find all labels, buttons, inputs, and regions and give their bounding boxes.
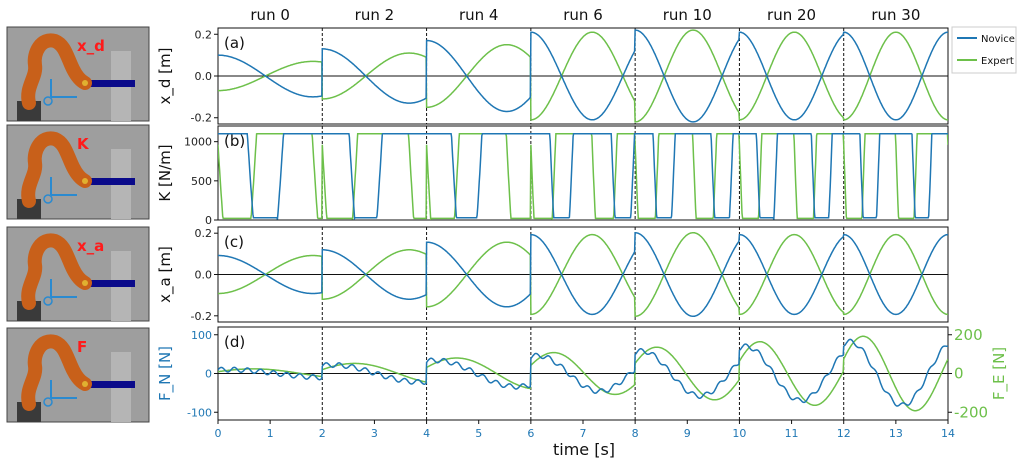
x-tick-label: 13	[889, 427, 903, 440]
x-axis: 0 1 2 3 4 5 6 7 8 9 10 11 12 13 14	[215, 420, 955, 440]
run-label: run 4	[459, 6, 499, 24]
panel-tag: (b)	[224, 132, 245, 150]
x-tick-label: 11	[785, 427, 799, 440]
x-tick-label: 9	[684, 427, 691, 440]
panel-2: (c) 0.2 0.0 -0.2 x_a [m]	[156, 226, 949, 323]
y-tick-label: 0.0	[195, 70, 213, 83]
panel-tag: (a)	[224, 34, 245, 52]
thumbnail-label: x_a	[77, 237, 104, 255]
x-tick-label: 5	[475, 427, 482, 440]
x-tick-label: 2	[319, 427, 326, 440]
y-axis-label: x_d [m]	[156, 48, 175, 105]
robot-arm	[21, 233, 92, 310]
y-tick-label: 0	[205, 214, 212, 227]
robot-arm	[21, 131, 92, 208]
thumbnail-3: F	[6, 327, 150, 423]
thumbnail-label: x_d	[77, 37, 105, 55]
run-label: run 30	[871, 6, 920, 24]
run-label: run 0	[250, 6, 290, 24]
run-label: run 10	[663, 6, 712, 24]
x-tick-label: 3	[371, 427, 378, 440]
y-tick-label: 0	[205, 368, 212, 381]
peg	[85, 280, 135, 287]
run-label: run 6	[563, 6, 603, 24]
run-labels: run 0 run 2 run 4 run 6 run 10 run 20 run 30	[250, 6, 920, 24]
y-tick-label: 0.0	[195, 269, 213, 282]
y-tick-label: 0.2	[195, 227, 213, 240]
panel-tag: (c)	[224, 233, 244, 251]
run-label: run 2	[355, 6, 395, 24]
panel-tag: (d)	[224, 333, 245, 351]
x-tick-label: 4	[423, 427, 430, 440]
robot-arm	[21, 334, 92, 411]
legend: Novice Expert	[951, 26, 1017, 74]
x-axis-label: time [s]	[553, 440, 615, 459]
y-tick-right-label: 0	[954, 365, 964, 383]
y-axis-label: x_a [m]	[156, 246, 175, 303]
x-tick-label: 10	[732, 427, 746, 440]
y-axis-label-right: F_E [N]	[990, 347, 1009, 400]
y-tick-label: 0.2	[195, 28, 213, 41]
series-novice	[218, 133, 948, 220]
y-tick-label: 500	[191, 175, 212, 188]
series-novice	[218, 231, 948, 318]
thumbnail-2: x_a	[6, 226, 150, 322]
x-tick-label: 7	[580, 427, 587, 440]
panel-3: (d) 100 0 -100 200 0 -200 F_N [N] F_E [N]	[156, 326, 1009, 422]
x-tick-label: 8	[632, 427, 639, 440]
series-expert	[218, 29, 948, 123]
robot-thumbnails: x_d Kx_a F	[6, 26, 150, 423]
peg	[85, 178, 135, 185]
panel-0: (a) 0.2 0.0 -0.2 x_d [m]	[156, 27, 949, 125]
series-novice	[218, 29, 948, 123]
frame-origin	[43, 96, 53, 106]
end-effector	[82, 178, 88, 184]
y-tick-label: -0.2	[191, 112, 212, 125]
y-tick-label: -100	[187, 406, 212, 419]
x-tick-label: 6	[527, 427, 534, 440]
panel-frame	[217, 125, 949, 221]
thumbnail-0: x_d	[6, 26, 150, 122]
series-expert	[218, 335, 948, 412]
end-effector	[82, 280, 88, 286]
frame-origin	[43, 194, 53, 204]
peg	[85, 381, 135, 388]
y-tick-right-label: -200	[954, 403, 988, 421]
peg	[85, 80, 135, 87]
legend-box	[951, 26, 1017, 74]
y-tick-label: 100	[191, 329, 212, 342]
legend-entry: Novice	[981, 34, 1015, 45]
frame-origin	[43, 296, 53, 306]
thumbnail-label: K	[77, 135, 90, 153]
panel-1: (b) 1000 500 0 K [N/m]	[156, 125, 949, 227]
x-tick-label: 0	[215, 427, 222, 440]
series-novice	[218, 338, 948, 407]
series-expert	[218, 231, 948, 318]
y-tick-label: 1000	[184, 136, 212, 149]
x-tick-label: 12	[837, 427, 851, 440]
y-axis-label: K [N/m]	[156, 144, 174, 201]
y-axis-label: F_N [N]	[156, 346, 175, 401]
x-tick-label: 1	[267, 427, 274, 440]
run-label: run 20	[767, 6, 816, 24]
frame-origin	[43, 397, 53, 407]
robot-arm	[21, 33, 92, 110]
y-tick-right-label: 200	[954, 326, 983, 344]
legend-entry: Expert	[981, 56, 1014, 67]
end-effector	[82, 381, 88, 387]
thumbnail-label: F	[77, 338, 87, 356]
y-tick-label: -0.2	[191, 310, 212, 323]
x-tick-label: 14	[941, 427, 955, 440]
end-effector	[82, 80, 88, 86]
thumbnail-1: K	[6, 124, 150, 220]
